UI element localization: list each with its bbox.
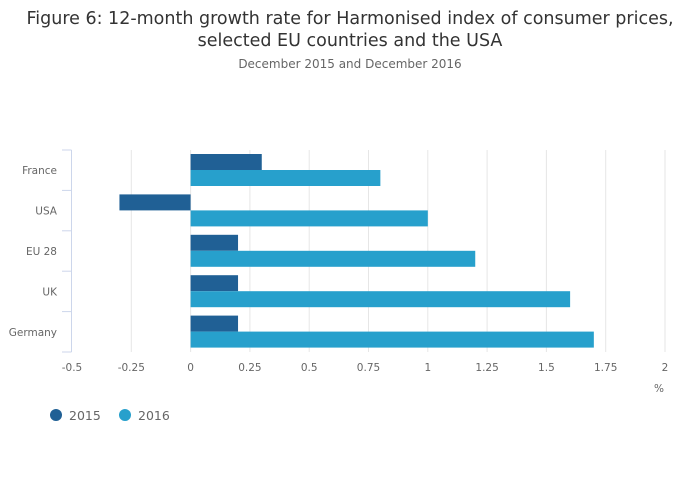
chart-subtitle: December 2015 and December 2016: [238, 57, 462, 71]
y-tick-label: France: [22, 165, 57, 177]
legend-label-2015: 2015: [69, 408, 101, 423]
bar-2016-germany: [190, 331, 594, 348]
chart-title: Figure 6: 12-month growth rate for Harmo…: [0, 8, 700, 52]
x-tick-label: 1.5: [538, 362, 555, 374]
x-tick-label: 0.25: [238, 362, 261, 374]
legend-label-2016: 2016: [138, 408, 170, 423]
bar-2015-uk: [190, 275, 239, 292]
bar-2016-usa: [190, 210, 428, 227]
y-tick-label: EU 28: [26, 246, 57, 258]
x-axis-label: %: [654, 383, 664, 395]
x-tick-label: 2: [662, 362, 669, 374]
x-tick-label: -0.5: [62, 362, 83, 374]
x-tick-label: 0: [187, 362, 194, 374]
x-tick-label: 0.5: [301, 362, 318, 374]
y-tick-label: USA: [35, 206, 58, 218]
bar-2015-france: [190, 154, 262, 170]
legend-marker-2016: [119, 409, 131, 421]
bar-2015-germany: [190, 315, 239, 332]
bar-2015-usa: [119, 194, 191, 211]
bar-2016-uk: [190, 291, 571, 308]
y-tick-label: Germany: [9, 327, 57, 339]
chart-title-line2: selected EU countries and the USA: [197, 31, 503, 51]
legend-marker-2015: [50, 409, 62, 421]
bar-2016-france: [190, 170, 381, 186]
bar-2015-eu-28: [190, 234, 239, 251]
x-tick-label: 1.75: [594, 362, 617, 374]
bar-2016-eu-28: [190, 250, 476, 267]
chart-title-line1: Figure 6: 12-month growth rate for Harmo…: [26, 9, 674, 29]
y-tick-label: UK: [42, 286, 58, 298]
x-tick-label: -0.25: [118, 362, 145, 374]
x-tick-label: 1.25: [475, 362, 498, 374]
x-tick-label: 1: [424, 362, 431, 374]
x-tick-label: 0.75: [357, 362, 380, 374]
